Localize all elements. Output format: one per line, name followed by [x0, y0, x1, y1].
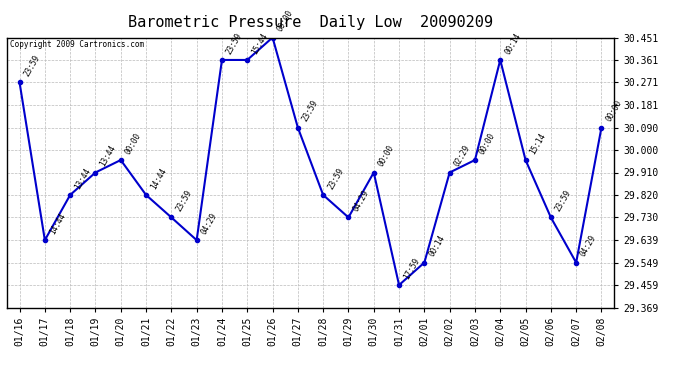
Text: 14:44: 14:44	[48, 211, 67, 236]
Text: 13:44: 13:44	[73, 166, 92, 191]
Text: 14:44: 14:44	[149, 166, 168, 191]
Text: 00:00: 00:00	[477, 131, 497, 156]
Text: 00:00: 00:00	[275, 9, 295, 33]
Text: 23:59: 23:59	[174, 189, 193, 213]
Text: 15:44: 15:44	[250, 31, 269, 56]
Text: 00:00: 00:00	[604, 99, 624, 123]
Text: 00:14: 00:14	[503, 31, 522, 56]
Text: 13:44: 13:44	[98, 144, 117, 168]
Text: 04:29: 04:29	[351, 189, 371, 213]
Text: 23:59: 23:59	[553, 189, 573, 213]
Text: 00:00: 00:00	[124, 131, 143, 156]
Text: 17:59: 17:59	[402, 256, 421, 281]
Text: 23:59: 23:59	[225, 31, 244, 56]
Text: 15:14: 15:14	[529, 131, 548, 156]
Text: 23:59: 23:59	[22, 54, 41, 78]
Text: 00:14: 00:14	[427, 234, 446, 258]
Text: 04:29: 04:29	[579, 234, 598, 258]
Text: 02:29: 02:29	[453, 144, 472, 168]
Text: 00:00: 00:00	[377, 144, 396, 168]
Text: Barometric Pressure  Daily Low  20090209: Barometric Pressure Daily Low 20090209	[128, 15, 493, 30]
Text: 23:59: 23:59	[301, 99, 320, 123]
Text: Copyright 2009 Cartronics.com: Copyright 2009 Cartronics.com	[10, 40, 144, 49]
Text: 04:29: 04:29	[199, 211, 219, 236]
Text: 23:59: 23:59	[326, 166, 345, 191]
